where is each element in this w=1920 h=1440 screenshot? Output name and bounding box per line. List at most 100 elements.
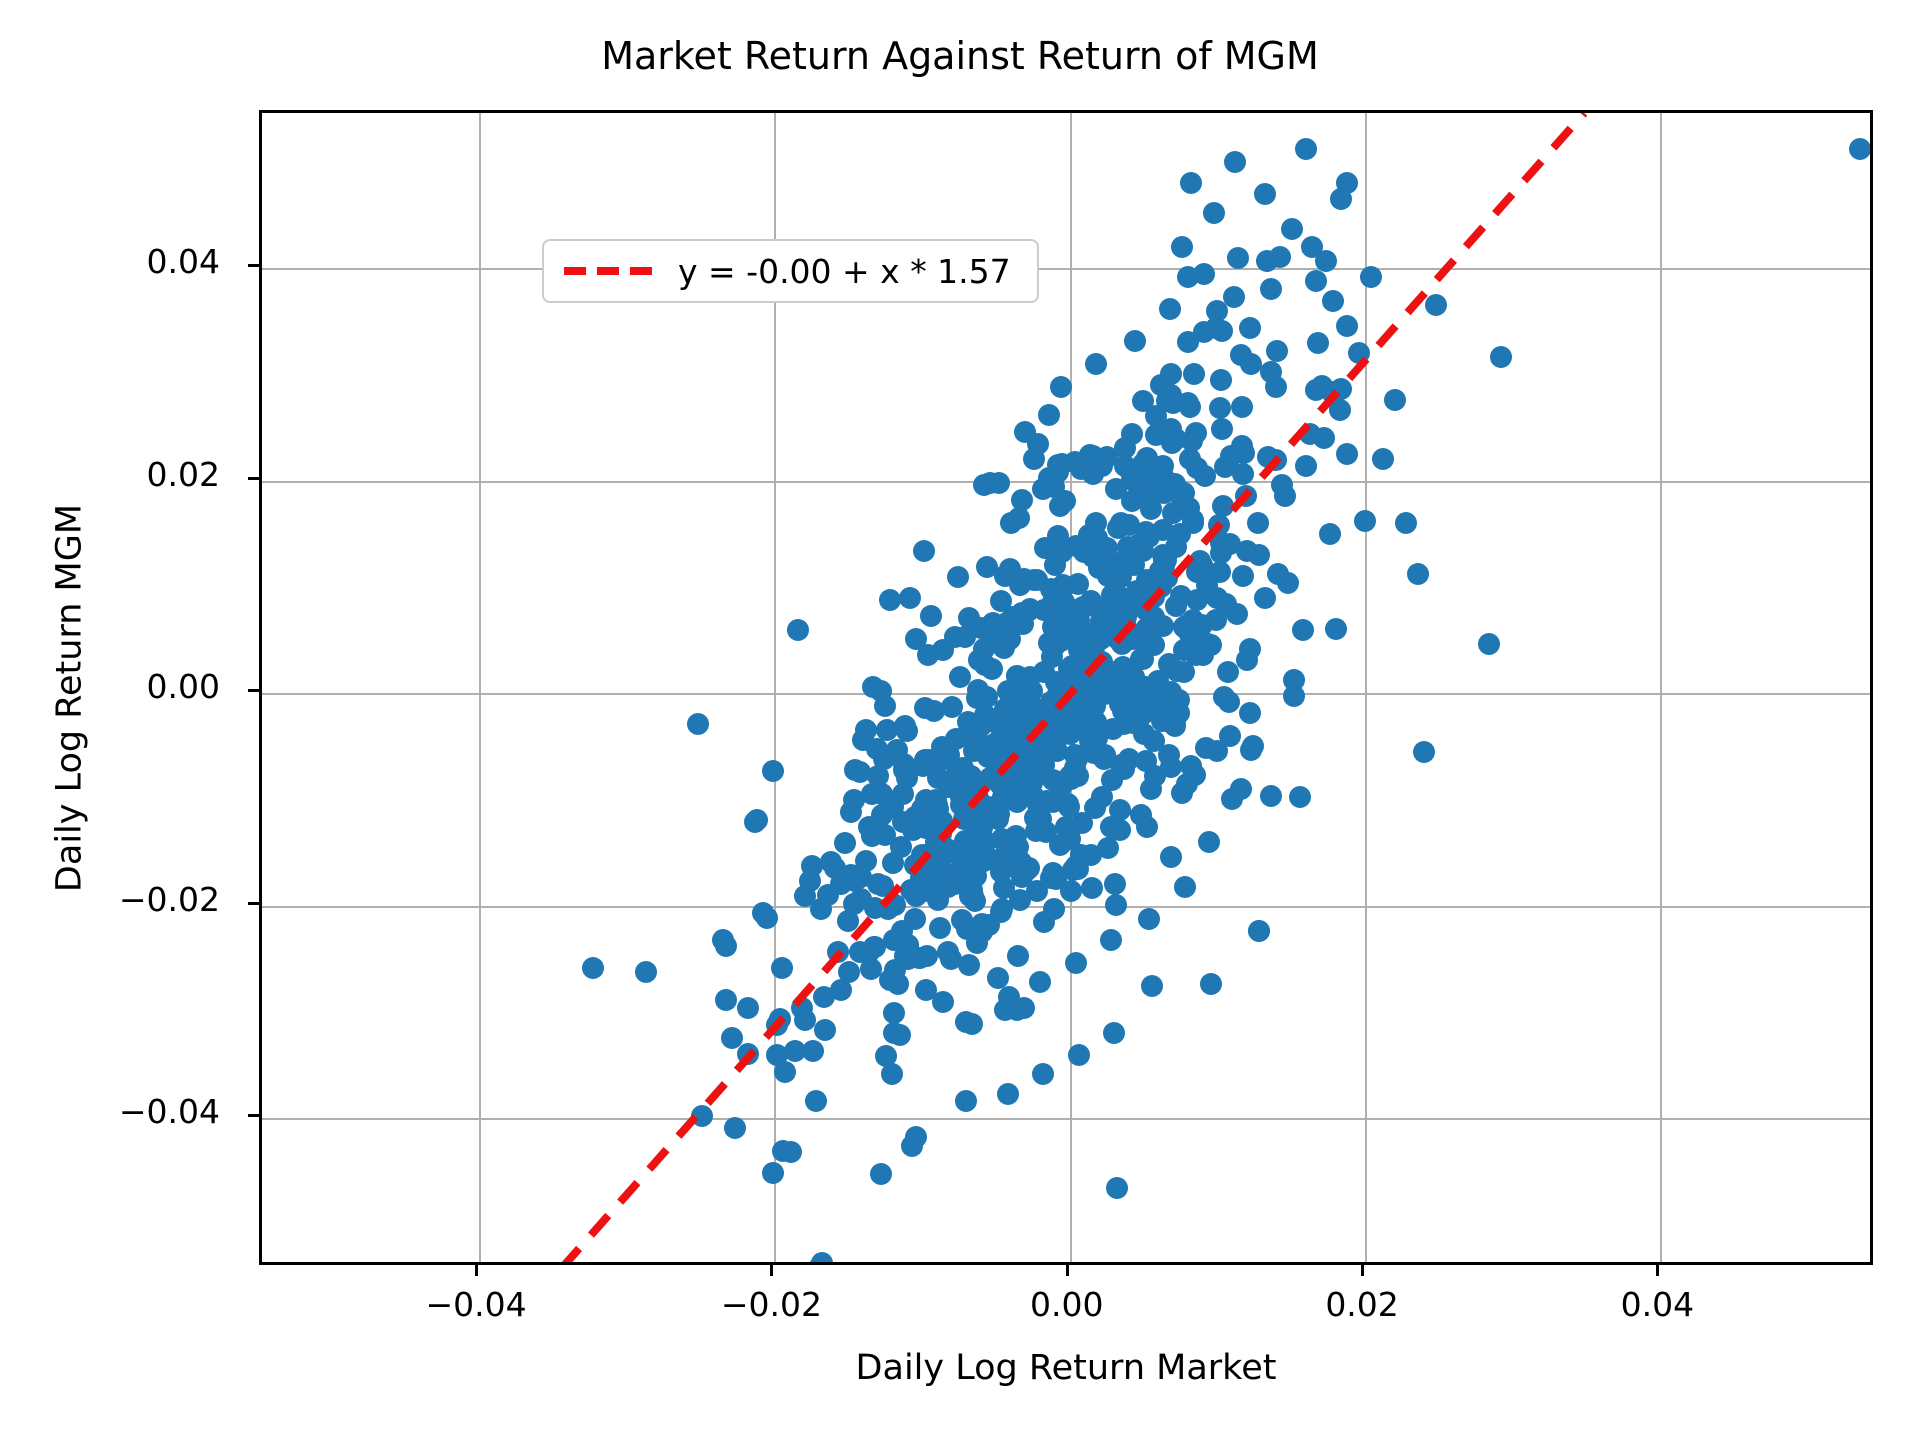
scatter-point (959, 766, 982, 789)
scatter-point (1424, 294, 1447, 317)
scatter-point (1095, 445, 1118, 468)
plot-area: y = -0.00 + x * 1.57 (259, 110, 1873, 1265)
scatter-point (1289, 786, 1312, 809)
scatter-point (1077, 523, 1100, 546)
scatter-point (736, 996, 759, 1019)
scatter-point (1226, 602, 1249, 625)
scatter-point (1212, 495, 1235, 518)
scatter-point (1219, 725, 1242, 748)
scatter-point (1135, 446, 1158, 469)
legend: y = -0.00 + x * 1.57 (542, 239, 1039, 303)
scatter-point (1246, 511, 1269, 534)
scatter-point (1071, 597, 1094, 620)
scatter-point (1330, 187, 1353, 210)
x-tick-label: −0.04 (425, 1285, 527, 1324)
scatter-point (1039, 578, 1062, 601)
scatter-point (1150, 374, 1173, 397)
scatter-point (881, 851, 904, 874)
scatter-point (773, 1061, 796, 1084)
scatter-point (1206, 299, 1229, 322)
scatter-point (1359, 265, 1382, 288)
scatter-point (1155, 709, 1178, 732)
scatter-point (843, 869, 866, 892)
scatter-point (1328, 399, 1351, 422)
scatter-point (931, 639, 954, 662)
scatter-point (1159, 297, 1182, 320)
scatter-point (1158, 743, 1181, 766)
scatter-point (878, 588, 901, 611)
scatter-point (1081, 543, 1104, 566)
scatter-point (992, 706, 1015, 729)
scatter-point (844, 758, 867, 781)
scatter-point (1011, 612, 1034, 635)
scatter-point (1354, 510, 1377, 533)
scatter-point (1196, 633, 1219, 656)
scatter-point (990, 589, 1013, 612)
scatter-point (1283, 685, 1306, 708)
scatter-point (1116, 702, 1139, 725)
scatter-point (1848, 138, 1870, 161)
scatter-point (866, 737, 889, 760)
scatter-point (1197, 830, 1220, 853)
scatter-point (961, 885, 984, 908)
scatter-point (1081, 876, 1104, 899)
scatter-point (1092, 748, 1115, 771)
scatter-point (855, 719, 878, 742)
scatter-point (1064, 743, 1087, 766)
scatter-point (761, 760, 784, 783)
scatter-point (886, 928, 909, 951)
scatter-point (1220, 444, 1243, 467)
scatter-point (771, 1139, 794, 1162)
scatter-point (861, 824, 884, 847)
scatter-point (1295, 138, 1317, 161)
y-axis-label: Daily Log Return MGM (49, 503, 90, 893)
scatter-point (1103, 1022, 1126, 1045)
y-tick-label: 0.00 (146, 667, 220, 707)
x-axis-label: Daily Log Return Market (855, 1348, 1277, 1388)
scatter-point (801, 1040, 824, 1063)
scatter-point (883, 958, 906, 981)
scatter-point (1239, 353, 1262, 376)
legend-line-swatch (564, 267, 656, 275)
scatter-point (1110, 511, 1133, 534)
scatter-point (810, 898, 833, 921)
scatter-point (966, 687, 989, 710)
scatter-point (1173, 616, 1196, 639)
scatter-point (1049, 776, 1072, 799)
y-tick-label: −0.02 (118, 879, 220, 919)
scatter-point (1383, 388, 1406, 411)
scatter-point (1173, 639, 1196, 661)
scatter-point (858, 940, 881, 963)
scatter-point (1170, 235, 1193, 258)
scatter-point (1084, 715, 1107, 738)
y-tick-label: 0.04 (146, 242, 220, 282)
scatter-point (634, 960, 657, 983)
scatter-point (901, 1135, 924, 1158)
scatter-point (892, 783, 915, 806)
gridline-horizontal (262, 480, 1870, 483)
scatter-point (1105, 894, 1128, 917)
scatter-point (971, 921, 994, 944)
scatter-point (1222, 286, 1245, 309)
gridline-vertical (479, 113, 482, 1262)
scatter-point (1407, 563, 1430, 586)
scatter-point (1185, 422, 1208, 445)
scatter-point (813, 985, 836, 1008)
scatter-point (850, 888, 873, 911)
scatter-point (1203, 201, 1226, 224)
scatter-point (954, 626, 977, 649)
scatter-point (810, 1251, 833, 1262)
scatter-point (686, 712, 709, 735)
scatter-point (1083, 796, 1106, 819)
scatter-point (1209, 397, 1232, 420)
scatter-point (930, 736, 953, 759)
scatter-point (916, 752, 939, 774)
scatter-point (1005, 998, 1028, 1021)
scatter-point (874, 1044, 897, 1067)
scatter-point (1321, 290, 1344, 313)
scatter-point (1064, 656, 1087, 679)
scatter-point (1085, 352, 1108, 375)
scatter-point (1123, 666, 1146, 689)
scatter-point (1413, 740, 1436, 763)
scatter-point (1100, 928, 1123, 951)
